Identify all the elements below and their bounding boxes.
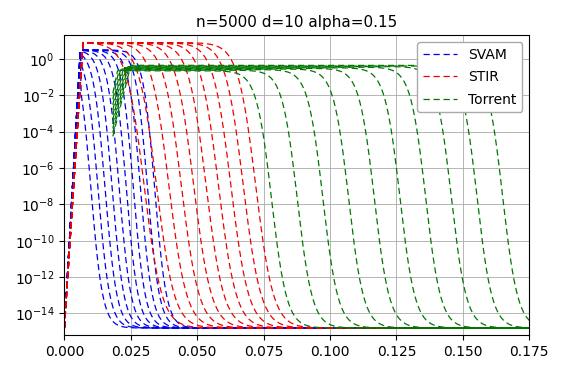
Torrent (167, 68, 174, 73)
Line: Torrent: Torrent (113, 71, 529, 328)
Torrent (251, 93, 258, 97)
STIR (314, 326, 320, 330)
Torrent (186, 68, 193, 73)
STIR (443, 326, 450, 330)
SVAM (526, 326, 532, 330)
Torrent (526, 326, 532, 330)
Title: n=5000 d=10 alpha=0.15: n=5000 d=10 alpha=0.15 (196, 15, 398, 30)
Line: SVAM: SVAM (64, 52, 529, 328)
STIR (285, 326, 292, 330)
STIR (283, 326, 289, 330)
SVAM (285, 326, 292, 330)
SVAM (443, 326, 450, 330)
Torrent (245, 79, 252, 84)
SVAM (283, 326, 289, 330)
Line: STIR: STIR (64, 43, 529, 328)
STIR (61, 326, 68, 330)
Torrent (115, 68, 122, 73)
SVAM (61, 326, 68, 330)
SVAM (338, 326, 345, 330)
Torrent (111, 87, 117, 91)
Torrent (230, 70, 236, 74)
SVAM (77, 49, 83, 54)
Torrent (109, 91, 116, 96)
STIR (338, 326, 345, 330)
SVAM (515, 326, 522, 330)
Legend: SVAM, STIR, Torrent: SVAM, STIR, Torrent (417, 42, 522, 112)
STIR (515, 326, 522, 330)
STIR (526, 326, 532, 330)
STIR (80, 41, 86, 45)
SVAM (314, 326, 320, 330)
